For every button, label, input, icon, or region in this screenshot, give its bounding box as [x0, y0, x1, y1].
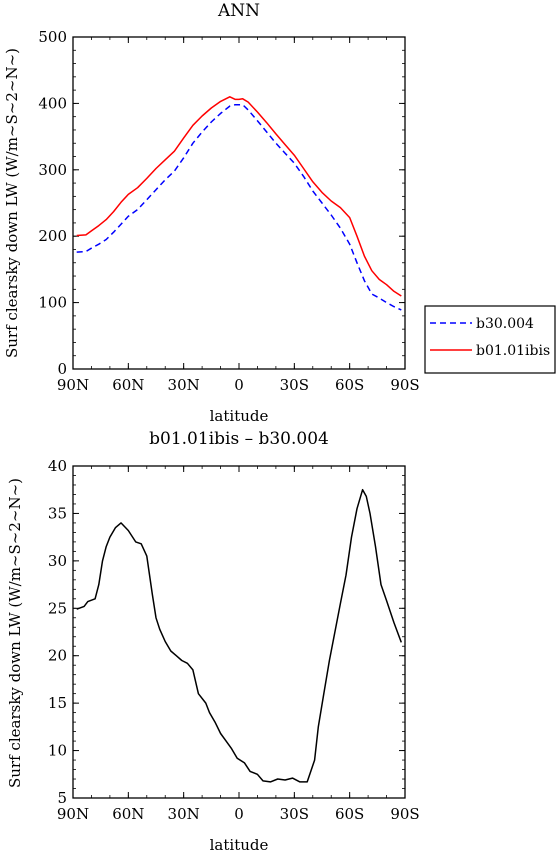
bottom-x-tick-label: 60N [112, 805, 144, 823]
bottom-y-tick-label: 10 [48, 742, 67, 760]
top-x-tick-label: 30N [168, 376, 200, 394]
top-series-lines [76, 96, 402, 311]
top-x-tick-label: 90S [390, 376, 419, 394]
bottom-x-tick-label: 0 [234, 805, 244, 823]
top-series-line-b30-004 [76, 103, 402, 311]
bottom-y-tick-label: 15 [48, 694, 67, 712]
legend: b30.004 b01.01ibis [424, 305, 556, 374]
top-panel: ANN Surf clearsky down LW (W/m~S~2~N~) l… [3, 1, 420, 425]
bottom-x-axis-label: latitude [210, 836, 269, 852]
legend-label-b01-01ibis: b01.01ibis [476, 343, 550, 359]
top-x-tick-label: 60S [335, 376, 364, 394]
bottom-y-tick-label: 30 [48, 552, 67, 570]
bottom-plot-frame [72, 465, 406, 799]
bottom-x-tick-label: 30S [280, 805, 309, 823]
top-x-tick-label: 0 [234, 376, 244, 394]
top-y-tick-label: 0 [57, 360, 67, 378]
bottom-x-tick-label: 30N [168, 805, 200, 823]
bottom-panel: b01.01ibis – b30.004 Surf clearsky down … [6, 429, 420, 852]
bottom-y-tick-label: 5 [57, 789, 67, 807]
top-axis-ticks: 0 100 200 300 400 500 90N 60N 30N 0 30S 60S 90S [38, 28, 419, 394]
top-y-tick-label: 100 [38, 294, 67, 312]
top-series-line-b01-01ibis [76, 96, 402, 297]
bottom-axis-ticks: 5 10 15 20 25 30 35 40 90N 60N 30N 0 30S 60S 90S [48, 457, 420, 823]
bottom-x-tick-label: 60S [335, 805, 364, 823]
top-x-tick-label: 60N [112, 376, 144, 394]
top-chart-title: ANN [217, 1, 260, 21]
top-y-axis-label: Surf clearsky down LW (W/m~S~2~N~) [3, 48, 21, 358]
top-y-tick-label: 500 [38, 28, 67, 46]
legend-box [424, 305, 556, 374]
bottom-y-tick-label: 40 [48, 457, 67, 475]
bottom-series-line-0 [76, 488, 403, 783]
top-y-tick-label: 200 [38, 227, 67, 245]
bottom-x-tick-label: 90S [390, 805, 419, 823]
top-x-axis-label: latitude [210, 407, 269, 425]
bottom-x-tick-label: 90N [57, 805, 89, 823]
bottom-y-tick-label: 35 [48, 504, 67, 522]
bottom-y-tick-label: 25 [48, 599, 67, 617]
bottom-y-axis-label: Surf clearsky down LW (W/m~S~2~N~) [6, 478, 24, 788]
top-y-tick-label: 400 [38, 94, 67, 112]
bottom-series-lines [76, 488, 403, 783]
legend-label-b30-004: b30.004 [476, 316, 534, 332]
top-x-tick-label: 90N [57, 376, 89, 394]
top-x-tick-label: 30S [280, 376, 309, 394]
top-plot-frame [72, 36, 406, 370]
top-y-tick-label: 300 [38, 161, 67, 179]
bottom-y-tick-label: 20 [48, 647, 67, 665]
bottom-chart-title: b01.01ibis – b30.004 [149, 429, 329, 449]
